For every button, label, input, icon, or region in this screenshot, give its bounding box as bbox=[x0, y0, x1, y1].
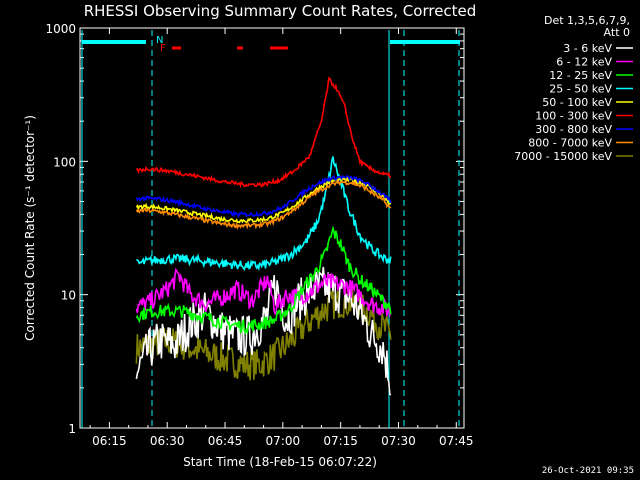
x-tick-label: 07:45 bbox=[439, 434, 474, 448]
legend-label: 100 - 300 keV bbox=[535, 110, 612, 123]
x-tick-label: 07:15 bbox=[323, 434, 358, 448]
y-tick-label: 1 bbox=[68, 422, 76, 436]
series-line-1 bbox=[135, 267, 392, 319]
legend-label: 3 - 6 keV bbox=[563, 42, 612, 55]
series-line-7 bbox=[135, 179, 392, 230]
x-axis-label: Start Time (18-Feb-15 06:07:22) bbox=[183, 455, 377, 469]
legend-label: 800 - 7000 keV bbox=[528, 137, 612, 150]
y-tick-label: 10 bbox=[61, 289, 76, 303]
series-line-5 bbox=[136, 76, 391, 189]
legend-header: Att 0 bbox=[604, 26, 630, 39]
x-tick-label: 06:45 bbox=[208, 434, 243, 448]
series-line-0 bbox=[135, 266, 392, 396]
legend-label: 25 - 50 keV bbox=[549, 83, 612, 96]
chart-title: RHESSI Observing Summary Count Rates, Co… bbox=[84, 2, 477, 20]
legend-label: 6 - 12 keV bbox=[556, 56, 612, 69]
series-line-8 bbox=[135, 287, 392, 381]
y-axis-label: Corrected Count Rate (s⁻¹ detector⁻¹) bbox=[23, 115, 37, 341]
night-flag-label: N bbox=[156, 35, 163, 46]
flare-flag-label: F bbox=[160, 43, 166, 54]
series-line-2 bbox=[135, 225, 392, 335]
series-line-6 bbox=[135, 174, 392, 218]
legend-label: 300 - 800 keV bbox=[535, 123, 612, 136]
x-tick-label: 07:30 bbox=[381, 434, 416, 448]
legend-label: 7000 - 15000 keV bbox=[514, 150, 612, 163]
y-tick-label: 100 bbox=[53, 155, 76, 169]
y-tick-label: 1000 bbox=[45, 22, 76, 36]
x-tick-label: 06:30 bbox=[150, 434, 185, 448]
series-line-3 bbox=[136, 156, 392, 272]
x-tick-label: 07:00 bbox=[266, 434, 301, 448]
legend-header: Det 1,3,5,6,7,9, bbox=[544, 14, 630, 27]
legend-label: 50 - 100 keV bbox=[542, 96, 612, 109]
plot-frame bbox=[79, 27, 465, 429]
footer-timestamp: 26-Oct-2021 09:35 bbox=[541, 466, 634, 476]
series-line-4 bbox=[135, 175, 392, 224]
x-tick-label: 06:15 bbox=[92, 434, 127, 448]
legend-label: 12 - 25 keV bbox=[549, 69, 612, 82]
